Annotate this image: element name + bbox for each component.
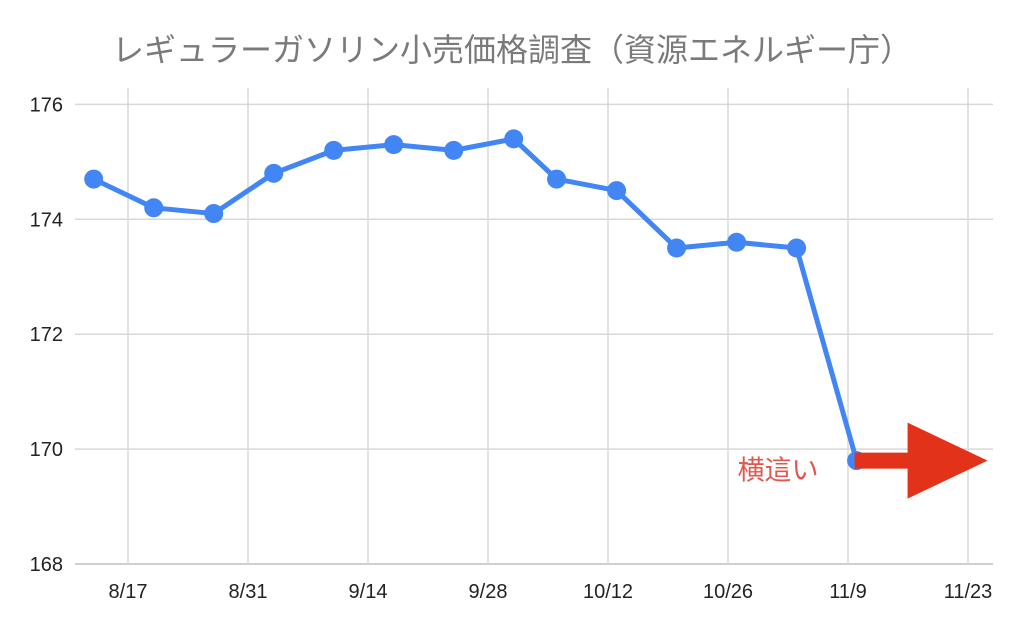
x-axis-tick-label: 11/9 <box>829 581 866 603</box>
x-axis-tick-label: 10/26 <box>703 581 753 603</box>
x-axis-tick-label: 9/28 <box>469 581 508 603</box>
data-point <box>547 169 567 189</box>
y-axis-tick-label: 170 <box>30 439 63 461</box>
price-line <box>91 136 860 464</box>
x-axis-tick-label: 11/23 <box>944 581 993 603</box>
data-point <box>264 163 284 183</box>
data-point <box>667 238 687 258</box>
x-axis-tick-label: 8/31 <box>229 581 268 603</box>
annotation-yokobai: 横這い <box>738 456 819 486</box>
x-axis-tick-label: 8/17 <box>109 581 148 603</box>
data-point <box>144 198 164 218</box>
data-point <box>444 140 464 160</box>
data-point <box>204 204 224 224</box>
data-point <box>727 232 747 252</box>
chart-title: レギュラーガソリン小売価格調査（資源エネルギー庁） <box>111 32 912 68</box>
data-point <box>607 181 627 201</box>
x-axis-tick-label: 10/12 <box>583 581 633 603</box>
x-axis-tick-label: 9/14 <box>349 581 388 603</box>
data-point <box>504 129 524 149</box>
y-axis-tick-label: 174 <box>30 209 63 231</box>
data-point <box>787 238 807 258</box>
data-point <box>324 140 344 160</box>
y-axis-tick-label: 176 <box>30 94 63 116</box>
y-axis-tick-label: 168 <box>30 554 63 576</box>
flat-trend-arrow-icon <box>854 422 988 499</box>
data-point <box>384 135 404 155</box>
y-axis-tick-label: 172 <box>30 324 63 346</box>
data-point <box>84 169 104 189</box>
